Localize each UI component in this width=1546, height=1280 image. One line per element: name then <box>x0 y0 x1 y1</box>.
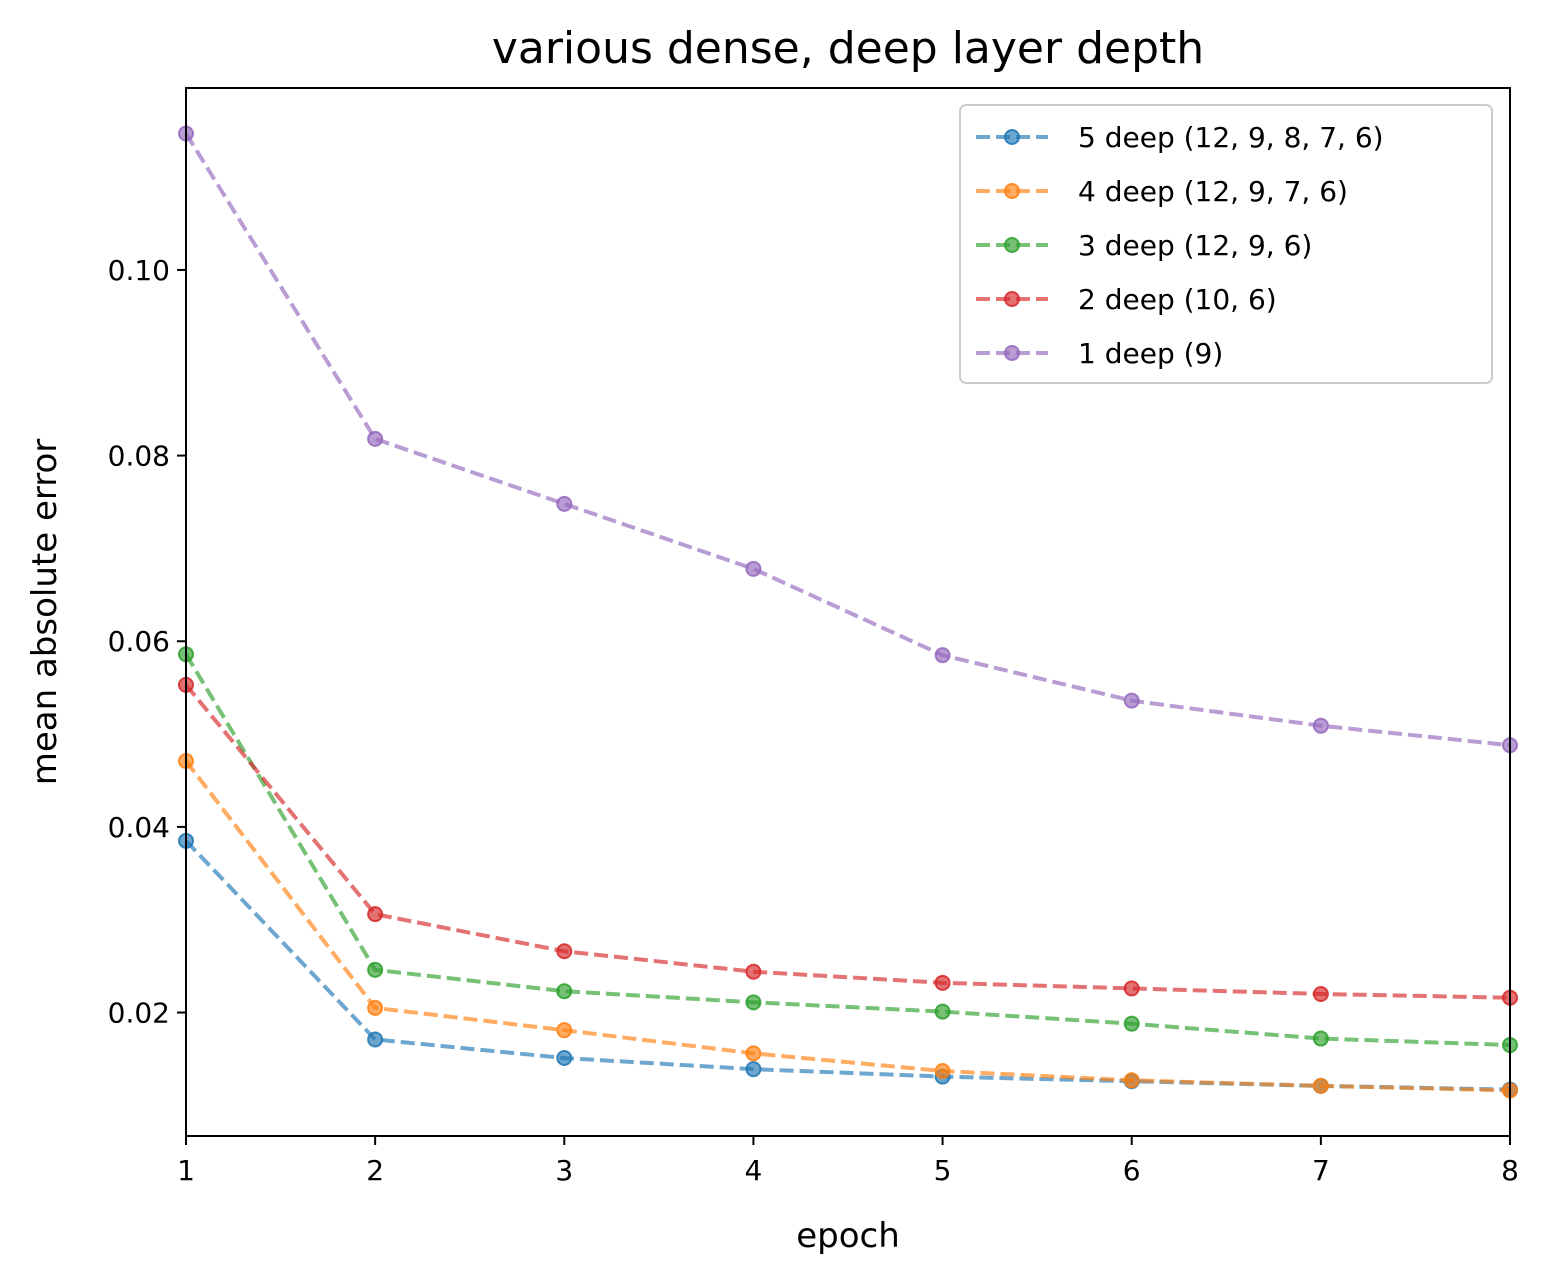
legend-item: 3 deep (12, 9, 6) <box>976 229 1312 262</box>
series-line <box>184 759 1511 1093</box>
legend-item: 2 deep (10, 6) <box>976 283 1277 316</box>
legend-item: 5 deep (12, 9, 8, 7, 6) <box>976 121 1384 154</box>
series-4 <box>178 676 1518 1006</box>
x-tick-label: 2 <box>366 1154 384 1187</box>
data-point <box>745 994 762 1011</box>
x-tick-label: 5 <box>934 1154 952 1187</box>
data-point <box>556 1050 573 1067</box>
x-axis-label: epoch <box>796 1216 900 1256</box>
legend: 5 deep (12, 9, 8, 7, 6) 4 deep (12, 9, 7,… <box>959 104 1493 384</box>
data-point <box>367 906 384 923</box>
data-point <box>934 974 951 991</box>
legend-swatch-marker <box>1004 129 1020 145</box>
series-2 <box>178 752 1518 1099</box>
chart-title: various dense, deep layer depth <box>492 23 1204 74</box>
legend-swatch-marker <box>1004 183 1020 199</box>
data-point <box>1123 1072 1140 1089</box>
x-tick-label: 7 <box>1312 1154 1330 1187</box>
data-point <box>745 963 762 980</box>
legend-label: 2 deep (10, 6) <box>1078 283 1277 316</box>
data-point <box>556 943 573 960</box>
x-axis: 1 2 3 4 5 6 7 8 <box>177 1136 1519 1187</box>
data-point <box>1312 985 1329 1002</box>
legend-label: 5 deep (12, 9, 8, 7, 6) <box>1078 121 1384 154</box>
series-3 <box>178 646 1518 1054</box>
legend-box <box>959 104 1493 384</box>
data-point <box>934 1063 951 1080</box>
data-point <box>556 495 573 512</box>
data-point <box>1123 692 1140 709</box>
x-tick-label: 6 <box>1123 1154 1141 1187</box>
data-point <box>1312 717 1329 734</box>
y-axis: 0.02 0.04 0.06 0.08 0.10 <box>108 254 186 1030</box>
data-point <box>745 560 762 577</box>
y-tick-label: 0.04 <box>108 811 170 844</box>
data-point <box>1123 1015 1140 1032</box>
y-tick-label: 0.10 <box>108 254 170 287</box>
axes-frame <box>185 87 1511 1137</box>
legend-label: 1 deep (9) <box>1078 337 1223 370</box>
data-point <box>556 1022 573 1039</box>
data-point <box>1123 980 1140 997</box>
data-point <box>745 1061 762 1078</box>
legend-item: 4 deep (12, 9, 7, 6) <box>976 175 1348 208</box>
series-line <box>184 653 1511 1048</box>
y-tick-label: 0.02 <box>108 997 170 1030</box>
data-point <box>367 430 384 447</box>
data-point <box>367 1031 384 1048</box>
data-point <box>934 1003 951 1020</box>
legend-label: 3 deep (12, 9, 6) <box>1078 229 1312 262</box>
series-line <box>184 132 1511 748</box>
x-tick-label: 1 <box>177 1154 195 1187</box>
data-point <box>367 961 384 978</box>
legend-swatch-marker <box>1004 237 1020 253</box>
legend-item: 1 deep (9) <box>976 337 1223 370</box>
x-tick-label: 4 <box>745 1154 763 1187</box>
series-line <box>184 683 1511 1000</box>
legend-swatch-marker <box>1004 345 1020 361</box>
data-point <box>934 647 951 664</box>
data-point <box>745 1045 762 1062</box>
x-tick-label: 8 <box>1501 1154 1519 1187</box>
y-axis-label: mean absolute error <box>25 439 65 786</box>
plot-area <box>178 125 1518 1099</box>
data-point <box>1312 1077 1329 1094</box>
data-point <box>556 983 573 1000</box>
x-tick-label: 3 <box>555 1154 573 1187</box>
y-tick-label: 0.08 <box>108 440 170 473</box>
y-tick-label: 0.06 <box>108 625 170 658</box>
data-point <box>1312 1030 1329 1047</box>
data-point <box>367 999 384 1016</box>
legend-label: 4 deep (12, 9, 7, 6) <box>1078 175 1348 208</box>
legend-swatch-marker <box>1004 291 1020 307</box>
